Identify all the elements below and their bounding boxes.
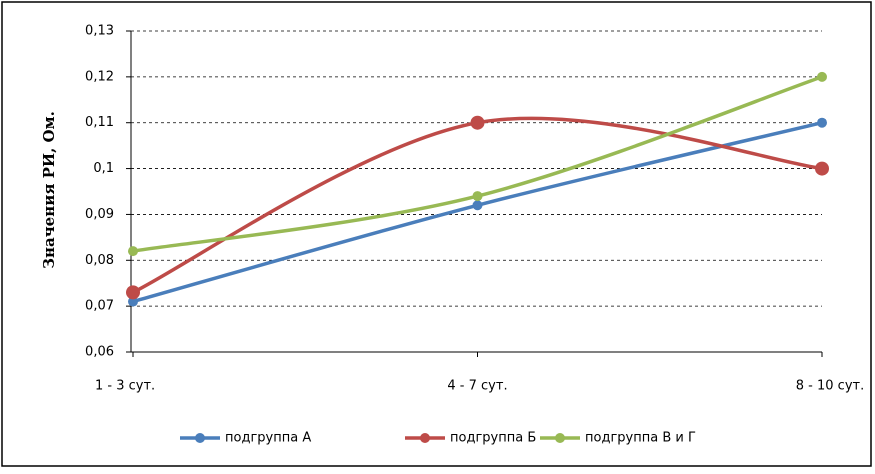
y-tick-label: 0,09 — [85, 207, 114, 222]
y-tick-label: 0,08 — [85, 253, 114, 268]
x-tick-label: 4 - 7 сут. — [447, 379, 507, 394]
y-tick-label: 0,13 — [85, 24, 114, 39]
chart-frame — [1, 1, 872, 467]
point — [815, 161, 829, 176]
x-tick-label: 8 - 10 сут. — [796, 379, 864, 394]
point — [817, 71, 827, 82]
legend-label: подгруппа Б — [450, 431, 536, 446]
legend-marker — [420, 433, 430, 443]
point — [472, 191, 483, 202]
x-tick-label: 1 - 3 сут. — [95, 379, 155, 394]
y-tick-label: 0,11 — [85, 115, 114, 130]
y-axis-label: Значения РИ, Ом. — [40, 111, 58, 269]
legend-marker — [555, 433, 565, 443]
legend-label: подгруппа В и Г — [585, 431, 696, 446]
point — [128, 296, 138, 307]
y-tick-label: 0,12 — [85, 69, 114, 84]
point — [128, 246, 138, 257]
point — [126, 285, 140, 300]
legend-label: подгруппа А — [225, 431, 311, 446]
point — [470, 115, 485, 130]
legend-marker — [195, 433, 205, 443]
point — [472, 200, 483, 211]
point — [817, 117, 827, 128]
y-tick-label: 0,06 — [85, 345, 114, 360]
y-tick-label: 0,07 — [85, 299, 114, 314]
y-tick-label: 0,1 — [93, 161, 114, 176]
